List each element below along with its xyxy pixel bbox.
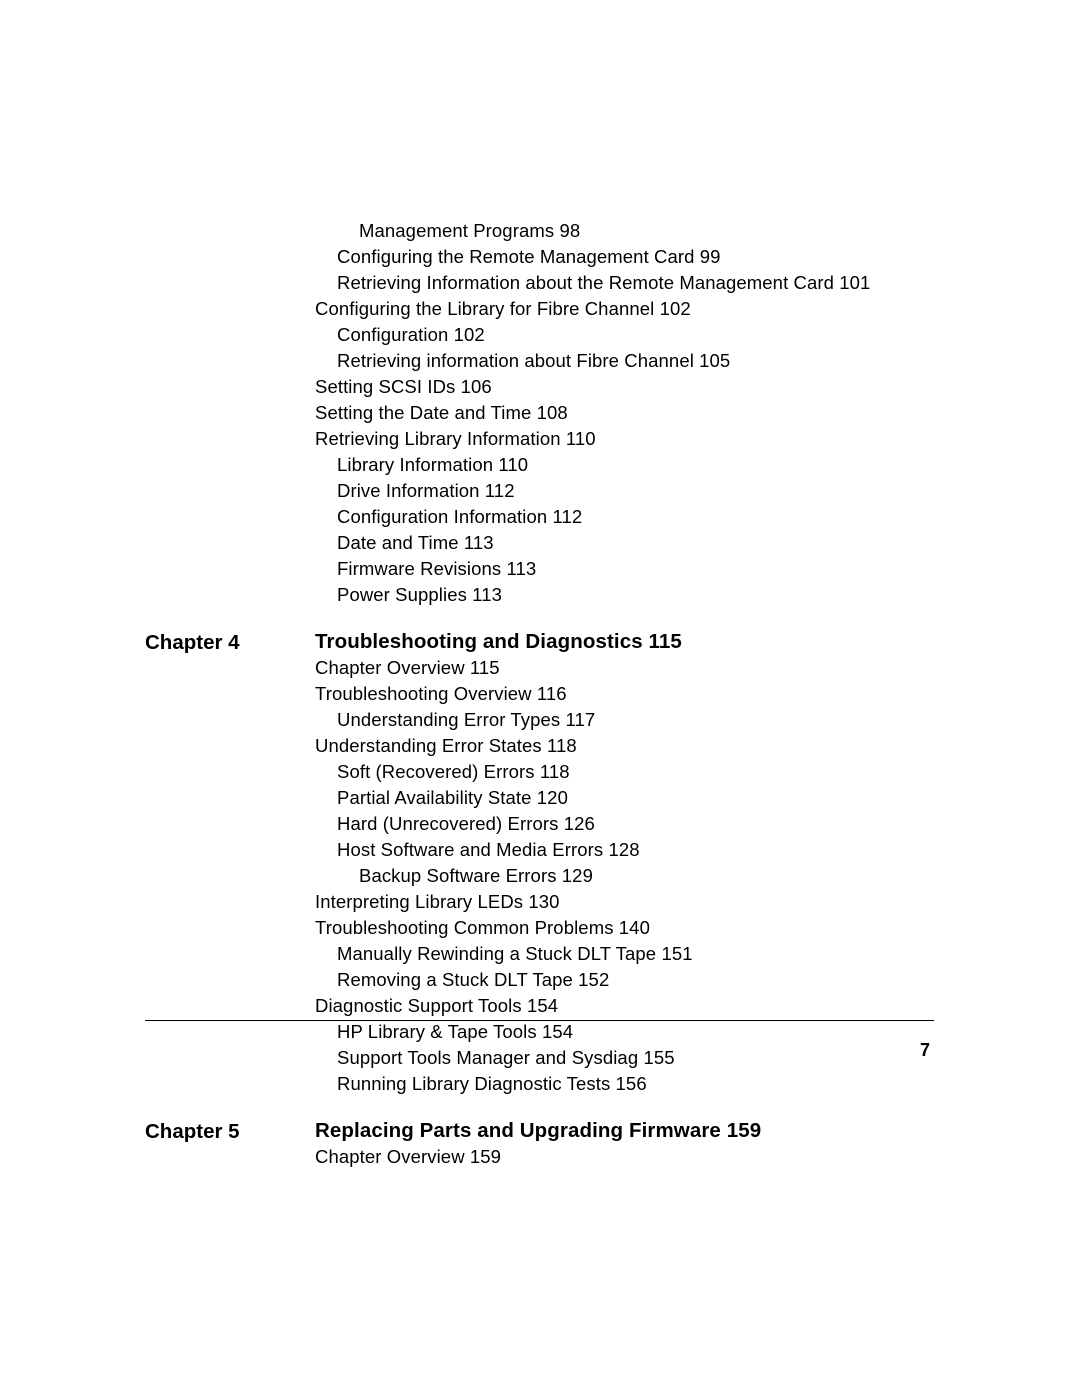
toc-content: Management Programs 98 Configuring the R…	[145, 218, 945, 1170]
toc-entry: Chapter Overview 115	[315, 654, 945, 681]
toc-entry: Support Tools Manager and Sysdiag 155	[315, 1044, 945, 1071]
chapter-label: Chapter 5	[145, 1118, 315, 1145]
entries: Replacing Parts and Upgrading Firmware 1…	[315, 1118, 945, 1170]
toc-entry: Drive Information 112	[315, 477, 945, 504]
toc-entry: Removing a Stuck DLT Tape 152	[315, 966, 945, 993]
toc-entry: Configuration Information 112	[315, 503, 945, 530]
toc-block: Chapter 4 Troubleshooting and Diagnostic…	[145, 629, 945, 1097]
toc-entry: Understanding Error Types 117	[315, 706, 945, 733]
toc-entry: Configuring the Library for Fibre Channe…	[315, 295, 945, 322]
toc-block: Chapter 5 Replacing Parts and Upgrading …	[145, 1118, 945, 1170]
toc-entry: Chapter Overview 159	[315, 1143, 945, 1170]
toc-entry: HP Library & Tape Tools 154	[315, 1018, 945, 1045]
toc-entry: Manually Rewinding a Stuck DLT Tape 151	[315, 940, 945, 967]
toc-entry: Power Supplies 113	[315, 581, 945, 608]
toc-entry: Firmware Revisions 113	[315, 555, 945, 582]
entries: Management Programs 98 Configuring the R…	[315, 218, 945, 608]
toc-entry: Partial Availability State 120	[315, 784, 945, 811]
toc-entry: Hard (Unrecovered) Errors 126	[315, 810, 945, 837]
toc-entry: Library Information 110	[315, 451, 945, 478]
toc-entry: Configuring the Remote Management Card 9…	[315, 243, 945, 270]
page-number: 7	[920, 1040, 930, 1061]
toc-entry: Understanding Error States 118	[315, 732, 945, 759]
toc-entry: Configuration 102	[315, 321, 945, 348]
toc-entry: Soft (Recovered) Errors 118	[315, 758, 945, 785]
toc-entry: Running Library Diagnostic Tests 156	[315, 1070, 945, 1097]
toc-entry: Backup Software Errors 129	[315, 862, 945, 889]
toc-entry: Host Software and Media Errors 128	[315, 836, 945, 863]
toc-entry: Interpreting Library LEDs 130	[315, 888, 945, 915]
chapter-label: Chapter 4	[145, 629, 315, 656]
toc-entry: Retrieving information about Fibre Chann…	[315, 347, 945, 374]
chapter-heading: Troubleshooting and Diagnostics 115	[315, 628, 945, 655]
page: Management Programs 98 Configuring the R…	[0, 0, 1080, 1397]
toc-entry: Setting SCSI IDs 106	[315, 373, 945, 400]
footer-rule	[145, 1020, 934, 1021]
toc-entry: Setting the Date and Time 108	[315, 399, 945, 426]
toc-entry: Troubleshooting Common Problems 140	[315, 914, 945, 941]
toc-entry: Retrieving Information about the Remote …	[315, 269, 945, 296]
toc-entry: Diagnostic Support Tools 154	[315, 992, 945, 1019]
toc-entry: Troubleshooting Overview 116	[315, 680, 945, 707]
toc-entry: Date and Time 113	[315, 529, 945, 556]
chapter-heading: Replacing Parts and Upgrading Firmware 1…	[315, 1117, 945, 1144]
toc-entry: Retrieving Library Information 110	[315, 425, 945, 452]
toc-block: Management Programs 98 Configuring the R…	[145, 218, 945, 608]
entries: Troubleshooting and Diagnostics 115 Chap…	[315, 629, 945, 1097]
toc-entry: Management Programs 98	[315, 217, 945, 244]
